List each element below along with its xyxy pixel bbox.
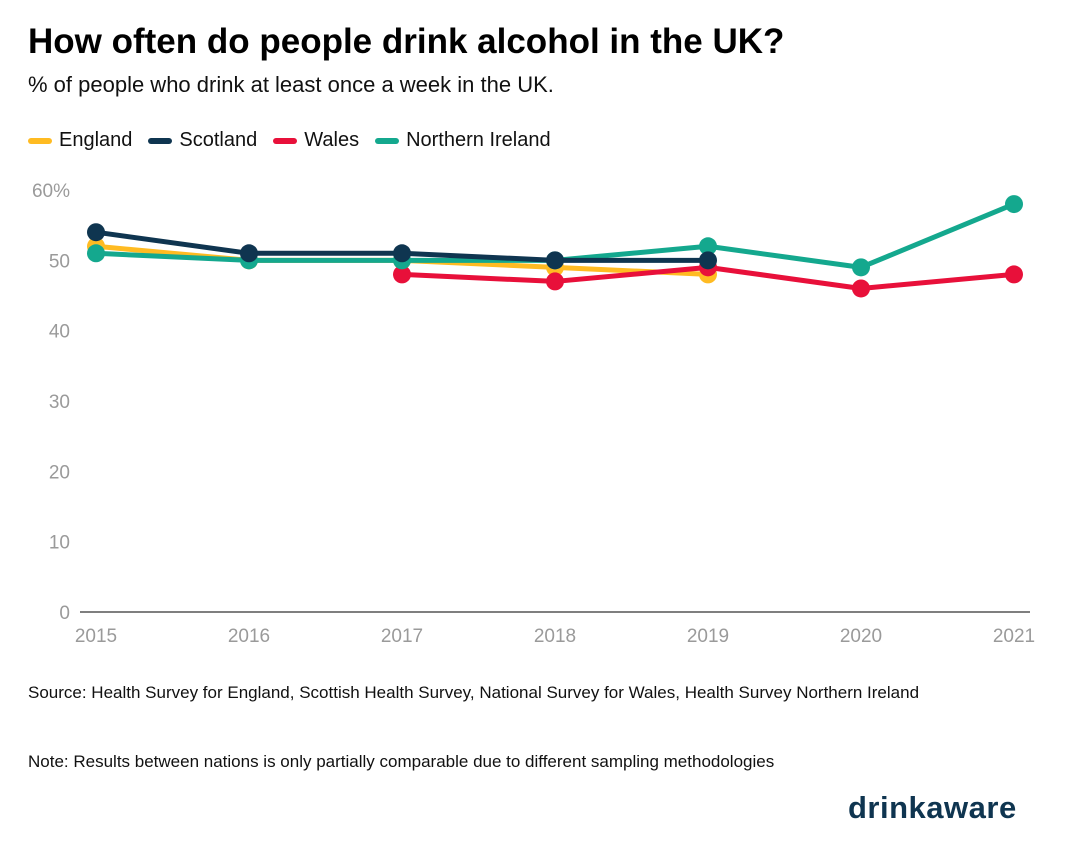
x-tick-label: 2021 (993, 626, 1035, 647)
legend-item-northern-ireland: Northern Ireland (375, 129, 551, 152)
legend: England Scotland Wales Northern Ireland (28, 129, 567, 152)
x-tick-label: 2017 (381, 626, 423, 647)
x-tick-label: 2019 (687, 626, 729, 647)
y-tick-label: 10 (49, 533, 70, 554)
legend-item-wales: Wales (273, 129, 359, 152)
legend-swatch-scotland (148, 137, 173, 144)
legend-label-wales: Wales (304, 129, 360, 151)
data-point-scotland (699, 251, 717, 270)
y-tick-label: 30 (49, 392, 70, 413)
data-point-scotland (240, 244, 258, 263)
x-tick-label: 2020 (840, 626, 882, 647)
legend-item-england: England (28, 129, 132, 152)
line-chart: 0 10 20 30 40 50 60% 2015 2016 2017 2018 2019 2020 20… (32, 181, 1035, 647)
data-point-scotland (546, 251, 564, 270)
legend-swatch-england (28, 137, 52, 144)
y-tick-label: 60% (32, 181, 70, 202)
drinkaware-logo: drinkaware (848, 790, 1017, 825)
data-point-wales (546, 272, 564, 291)
data-point-wales (1005, 265, 1023, 284)
data-point-northern-ireland (1005, 195, 1023, 214)
data-point-scotland (87, 223, 105, 242)
legend-swatch-wales (273, 137, 298, 144)
data-point-northern-ireland (699, 237, 717, 256)
y-tick-label: 0 (59, 603, 70, 624)
comparability-note: Note: Results between nations is only pa… (28, 752, 775, 771)
legend-label-england: England (59, 129, 133, 151)
legend-swatch-northern-ireland (375, 137, 400, 144)
legend-label-northern-ireland: Northern Ireland (406, 129, 551, 151)
source-note: Source: Health Survey for England, Scott… (28, 683, 920, 702)
x-tick-label: 2018 (534, 626, 576, 647)
y-tick-label: 50 (49, 251, 70, 272)
chart-subtitle: % of people who drink at least once a we… (28, 72, 554, 97)
y-tick-label: 20 (49, 462, 70, 483)
data-point-wales (852, 279, 870, 298)
legend-label-scotland: Scotland (179, 129, 258, 151)
data-point-northern-ireland (87, 244, 105, 263)
legend-item-scotland: Scotland (148, 129, 257, 152)
x-tick-label: 2016 (228, 626, 270, 647)
data-point-scotland (393, 244, 411, 263)
chart-title: How often do people drink alcohol in the… (28, 22, 785, 61)
y-tick-label: 40 (49, 322, 70, 343)
data-point-northern-ireland (852, 258, 870, 277)
data-point-wales (393, 265, 411, 284)
x-tick-label: 2015 (75, 626, 117, 647)
